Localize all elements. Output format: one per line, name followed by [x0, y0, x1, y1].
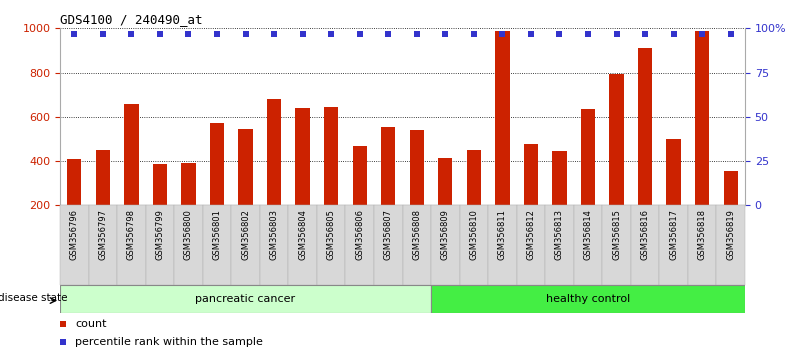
Text: percentile rank within the sample: percentile rank within the sample — [75, 337, 263, 347]
FancyBboxPatch shape — [460, 205, 488, 285]
FancyBboxPatch shape — [146, 205, 174, 285]
Bar — [239, 129, 252, 205]
FancyBboxPatch shape — [602, 205, 630, 285]
FancyBboxPatch shape — [488, 205, 517, 285]
Bar — [409, 130, 424, 205]
Text: GSM356809: GSM356809 — [441, 209, 450, 260]
Bar — [324, 107, 338, 205]
FancyBboxPatch shape — [60, 285, 431, 313]
Bar — [438, 158, 453, 205]
FancyBboxPatch shape — [545, 205, 574, 285]
FancyBboxPatch shape — [203, 205, 231, 285]
Bar — [638, 48, 652, 205]
Bar — [352, 145, 367, 205]
Bar — [581, 109, 595, 205]
Text: GSM356817: GSM356817 — [669, 209, 678, 260]
FancyBboxPatch shape — [688, 205, 716, 285]
FancyBboxPatch shape — [60, 205, 89, 285]
Bar — [267, 99, 281, 205]
Bar — [666, 139, 681, 205]
Text: GSM356807: GSM356807 — [384, 209, 392, 260]
FancyBboxPatch shape — [374, 205, 402, 285]
Bar — [495, 30, 509, 205]
Text: GSM356796: GSM356796 — [70, 209, 78, 260]
Bar — [610, 74, 624, 205]
Text: GSM356806: GSM356806 — [355, 209, 364, 260]
Bar — [695, 30, 709, 205]
Bar — [553, 151, 566, 205]
Text: GSM356818: GSM356818 — [698, 209, 706, 260]
Text: GSM356819: GSM356819 — [727, 209, 735, 260]
Text: healthy control: healthy control — [545, 294, 630, 304]
Text: GSM356810: GSM356810 — [469, 209, 478, 260]
Bar — [381, 127, 396, 205]
Bar — [181, 163, 195, 205]
Text: GSM356813: GSM356813 — [555, 209, 564, 260]
Text: count: count — [75, 319, 107, 329]
FancyBboxPatch shape — [402, 205, 431, 285]
Text: pancreatic cancer: pancreatic cancer — [195, 294, 296, 304]
Bar — [124, 104, 139, 205]
Bar — [67, 159, 82, 205]
FancyBboxPatch shape — [517, 205, 545, 285]
Text: GSM356808: GSM356808 — [413, 209, 421, 260]
Text: GSM356811: GSM356811 — [498, 209, 507, 260]
Text: GSM356797: GSM356797 — [99, 209, 107, 260]
Bar — [467, 150, 481, 205]
Text: GSM356800: GSM356800 — [184, 209, 193, 260]
Text: GSM356815: GSM356815 — [612, 209, 621, 260]
Bar — [296, 108, 310, 205]
FancyBboxPatch shape — [630, 205, 659, 285]
Text: GSM356814: GSM356814 — [583, 209, 593, 260]
FancyBboxPatch shape — [174, 205, 203, 285]
Text: GSM356799: GSM356799 — [155, 209, 164, 260]
FancyBboxPatch shape — [574, 205, 602, 285]
Bar — [210, 124, 224, 205]
FancyBboxPatch shape — [117, 205, 146, 285]
Text: GSM356804: GSM356804 — [298, 209, 307, 260]
Text: GSM356803: GSM356803 — [270, 209, 279, 260]
FancyBboxPatch shape — [288, 205, 317, 285]
Text: GSM356802: GSM356802 — [241, 209, 250, 260]
FancyBboxPatch shape — [716, 205, 745, 285]
FancyBboxPatch shape — [431, 205, 460, 285]
Bar — [96, 150, 110, 205]
FancyBboxPatch shape — [431, 285, 745, 313]
Bar — [723, 171, 738, 205]
Text: GSM356801: GSM356801 — [212, 209, 222, 260]
FancyBboxPatch shape — [260, 205, 288, 285]
Text: disease state: disease state — [0, 293, 68, 303]
FancyBboxPatch shape — [89, 205, 117, 285]
FancyBboxPatch shape — [345, 205, 374, 285]
Text: GSM356798: GSM356798 — [127, 209, 136, 260]
Bar — [153, 164, 167, 205]
Text: GDS4100 / 240490_at: GDS4100 / 240490_at — [60, 13, 203, 26]
FancyBboxPatch shape — [659, 205, 688, 285]
Text: GSM356816: GSM356816 — [641, 209, 650, 260]
FancyBboxPatch shape — [317, 205, 345, 285]
Bar — [524, 144, 538, 205]
Text: GSM356805: GSM356805 — [327, 209, 336, 260]
FancyBboxPatch shape — [231, 205, 260, 285]
Text: GSM356812: GSM356812 — [526, 209, 535, 260]
